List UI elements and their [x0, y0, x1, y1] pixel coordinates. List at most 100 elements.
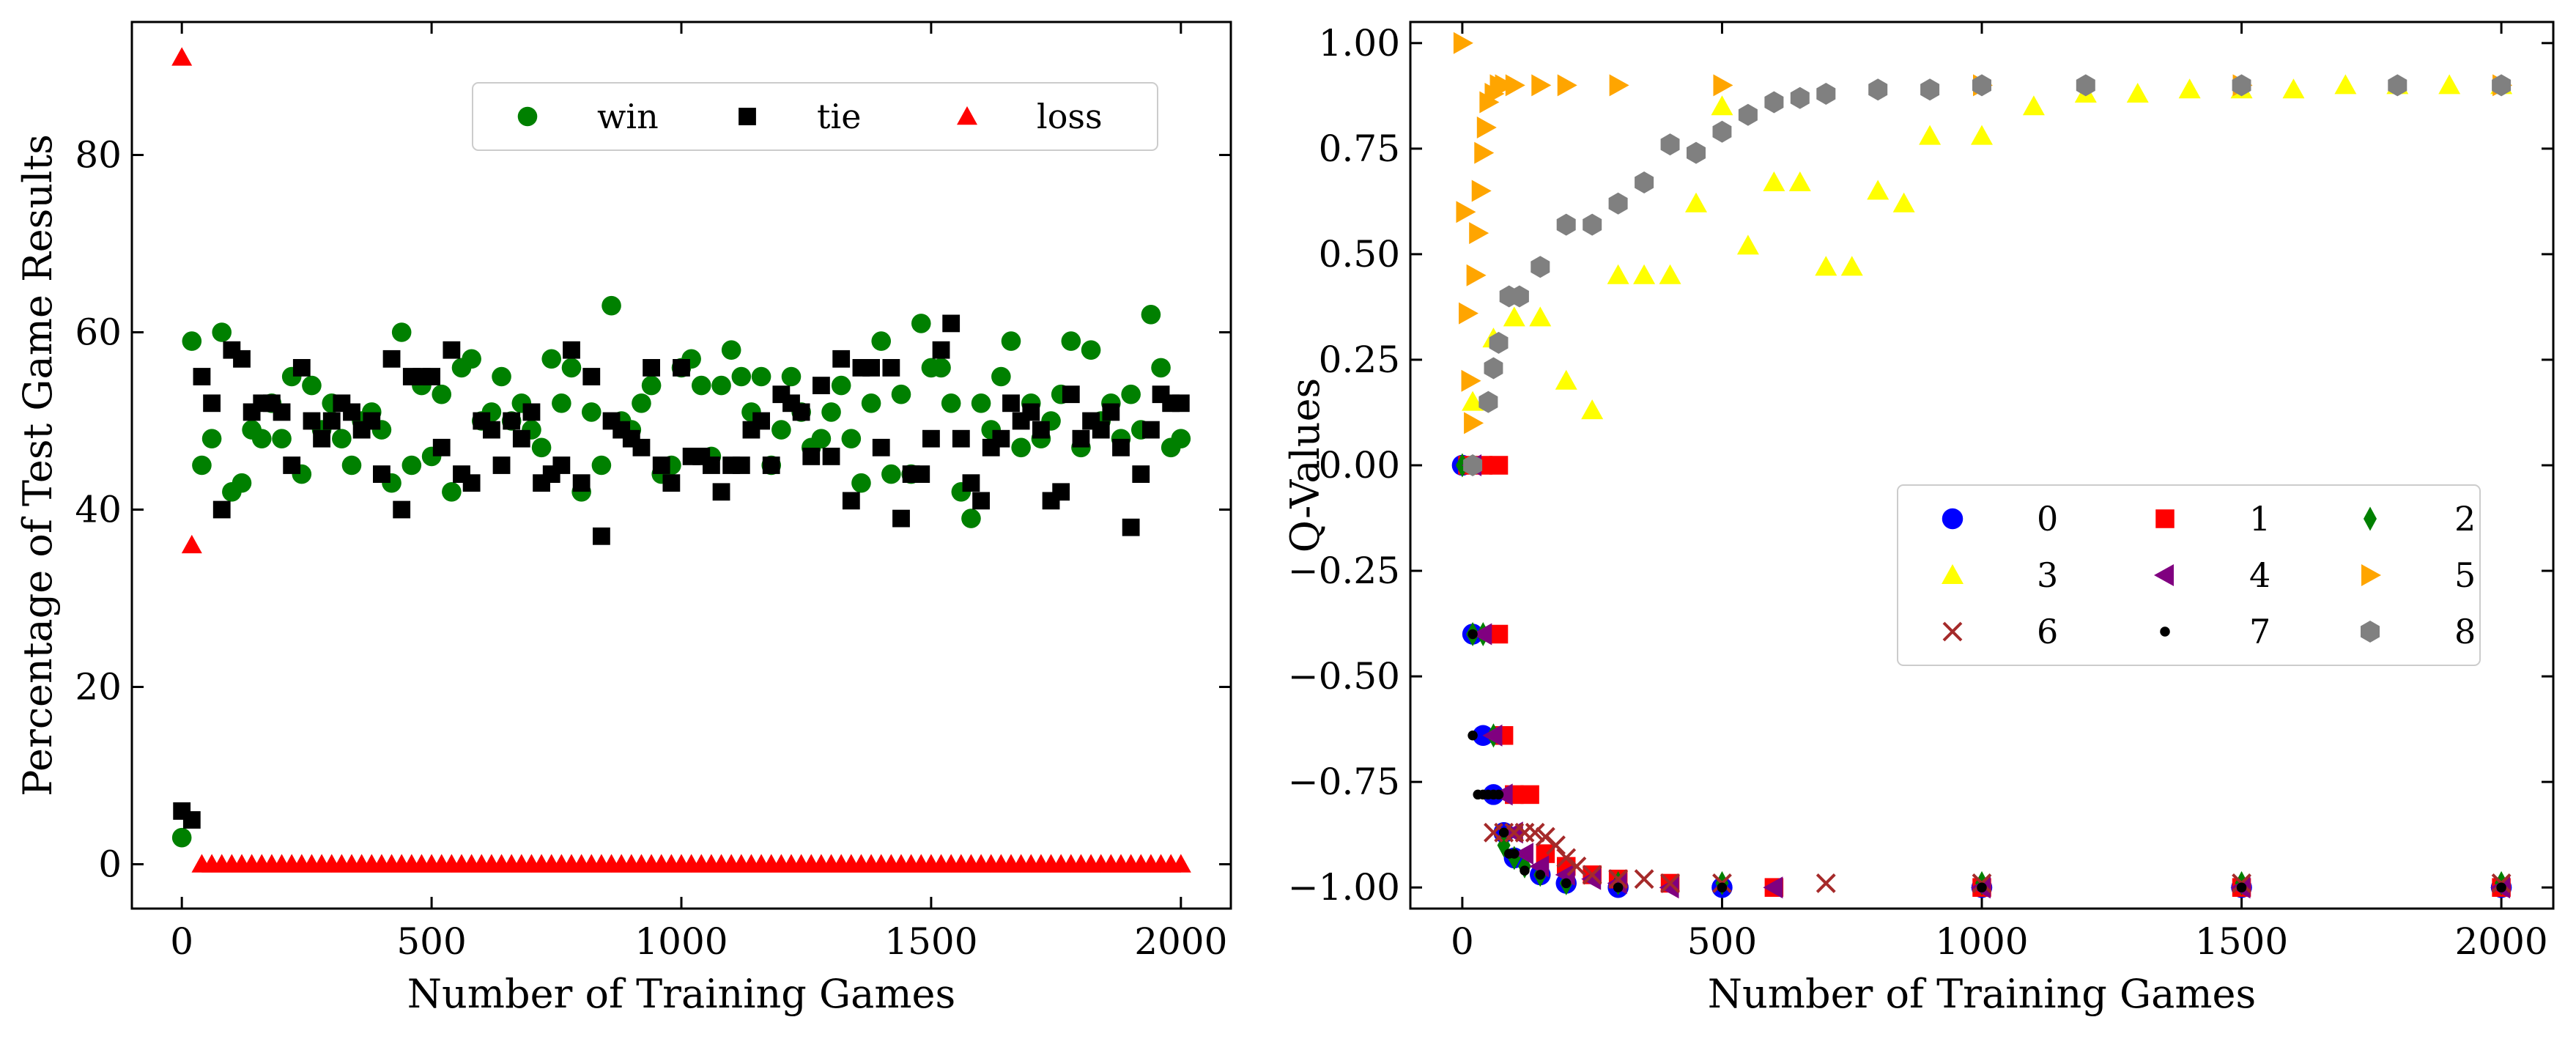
- right-ytick-label: −0.75: [1288, 761, 1400, 803]
- right-point-8: [1509, 285, 1529, 308]
- right-point-8: [1660, 133, 1680, 156]
- right-legend-label-2: 2: [2454, 499, 2476, 539]
- right-legend-marker-4: [2154, 564, 2174, 586]
- right-point-5: [1479, 91, 1500, 114]
- right-legend-marker-7: [2160, 626, 2170, 637]
- left-point-tie: [842, 492, 860, 510]
- left-point-loss: [1170, 854, 1191, 873]
- left-point-win: [492, 366, 511, 387]
- left-legend-marker-tie: [739, 108, 756, 125]
- left-ytick-label: 0: [98, 843, 122, 886]
- left-point-win: [182, 331, 202, 351]
- right-point-6: [1525, 822, 1545, 843]
- left-point-tie: [193, 368, 211, 385]
- left-point-win: [641, 375, 662, 396]
- left-legend-label-tie: tie: [817, 97, 861, 136]
- left-point-win: [691, 375, 711, 396]
- right-point-3: [1711, 95, 1733, 116]
- left-point-tie: [1172, 394, 1190, 413]
- right-point-6: [1816, 873, 1836, 893]
- left-point-win: [462, 349, 481, 369]
- right-point-6: [1566, 856, 1587, 876]
- right-legend-label-4: 4: [2249, 555, 2270, 595]
- left-point-tie: [212, 500, 231, 519]
- right-legend: 0 1 2 3 4 5 6 7 8: [1897, 484, 2481, 666]
- left-point-tie: [292, 359, 311, 377]
- right-point-6: [1582, 865, 1602, 885]
- right-point-8: [1463, 454, 1483, 476]
- left-point-tie: [423, 368, 440, 385]
- left-point-tie: [522, 403, 541, 421]
- left-point-tie: [1122, 518, 1140, 536]
- left-point-tie: [762, 456, 780, 474]
- left-point-win: [591, 455, 612, 476]
- right-point-7: [1520, 865, 1530, 876]
- left-point-win: [212, 322, 232, 342]
- left-point-tie: [673, 359, 690, 377]
- left-point-win: [1001, 331, 1021, 351]
- right-point-3: [1892, 192, 1915, 212]
- right-xtick-label: 0: [1451, 920, 1474, 963]
- right-point-8: [1972, 74, 1991, 97]
- right-point-5: [1713, 74, 1733, 97]
- right-legend-marker-2: [2364, 506, 2377, 531]
- left-point-win: [391, 322, 412, 342]
- right-point-5: [1461, 369, 1481, 392]
- left-point-win: [201, 429, 222, 448]
- left-ylabel: Percentage of Test Game Results: [15, 134, 61, 796]
- right-xtick-label: 1500: [2195, 920, 2288, 963]
- left-point-tie: [593, 527, 610, 545]
- right-ticks: 0 500 1000 1500 2000 1.00 0.75 0.50 0.25 0.00 −0.2…: [1288, 22, 2553, 963]
- right-point-8: [1531, 256, 1550, 278]
- right-point-7: [1493, 789, 1504, 800]
- left-point-tie: [992, 429, 1010, 448]
- right-legend-label-3: 3: [2037, 555, 2058, 595]
- right-point-6: [1634, 869, 1654, 890]
- right-point-3: [1529, 306, 1552, 327]
- left-chart: 0 500 1000 1500 2000 0 20 40 60 80 Number of Trai…: [15, 21, 1232, 1017]
- left-point-tie: [632, 438, 651, 456]
- left-point-tie: [503, 412, 521, 430]
- right-point-4: [1472, 623, 1492, 646]
- right-marks: [1451, 32, 2513, 899]
- left-point-win: [1151, 358, 1171, 378]
- left-point-tie: [703, 456, 720, 474]
- right-point-3: [2126, 82, 2149, 103]
- right-ytick-label: 0.00: [1319, 444, 1400, 487]
- right-ytick-label: −0.50: [1288, 655, 1400, 698]
- left-point-win: [1081, 340, 1101, 360]
- right-point-5: [1456, 201, 1476, 223]
- left-series-tie: [173, 314, 1190, 829]
- left-point-tie: [203, 394, 221, 413]
- right-point-3: [1815, 256, 1837, 276]
- left-point-win: [891, 384, 911, 404]
- left-point-tie: [512, 429, 530, 448]
- right-point-3: [1840, 256, 1863, 276]
- left-point-tie: [343, 403, 360, 421]
- right-legend-label-6: 6: [2037, 612, 2058, 651]
- right-point-8: [2076, 74, 2095, 97]
- right-xtick-label: 2000: [2454, 920, 2547, 963]
- right-point-5: [1505, 74, 1525, 97]
- left-point-tie: [283, 456, 301, 474]
- left-xtick-label: 1000: [634, 920, 728, 963]
- right-point-7: [1717, 882, 1728, 892]
- right-point-8: [1556, 213, 1576, 236]
- left-series-loss: [171, 47, 1191, 873]
- right-ytick-label: 0.75: [1319, 127, 1400, 170]
- left-point-win: [911, 314, 931, 333]
- left-point-tie: [313, 429, 330, 448]
- right-point-5: [1459, 302, 1478, 325]
- right-xlabel: Number of Training Games: [1708, 971, 2256, 1017]
- right-point-3: [1503, 306, 1525, 327]
- left-point-tie: [233, 350, 251, 368]
- right-point-5: [1609, 74, 1629, 97]
- left-point-tie: [443, 341, 461, 359]
- right-point-1: [1489, 624, 1509, 644]
- left-series-win: [171, 295, 1191, 848]
- right-series-7: [1467, 629, 2506, 892]
- left-marks: [171, 47, 1191, 873]
- left-point-win: [531, 437, 552, 458]
- right-point-6: [1546, 835, 1566, 855]
- right-point-8: [1920, 78, 1940, 101]
